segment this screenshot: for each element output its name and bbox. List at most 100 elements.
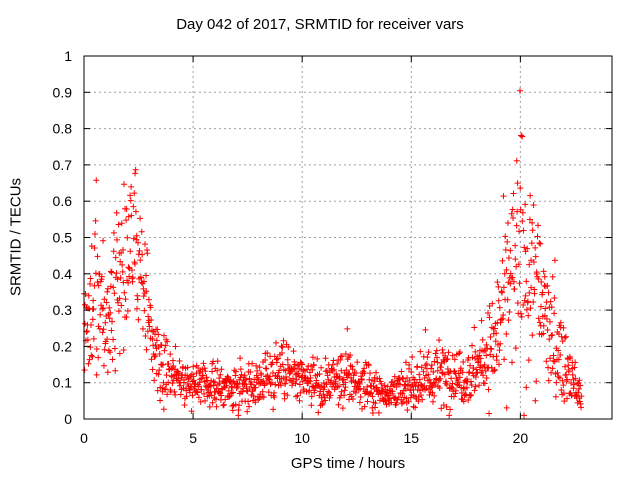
data-point — [172, 371, 179, 378]
data-point — [113, 270, 120, 277]
data-point — [451, 356, 458, 363]
data-point — [422, 326, 429, 333]
data-point — [472, 348, 479, 355]
data-point — [381, 382, 388, 389]
x-tick-label: 10 — [294, 430, 310, 446]
data-point — [266, 373, 273, 380]
data-point — [249, 360, 256, 367]
data-point — [244, 408, 251, 415]
data-point — [292, 380, 299, 387]
data-point — [201, 397, 208, 404]
data-point — [323, 381, 330, 388]
data-point — [391, 373, 398, 380]
data-point — [512, 256, 519, 263]
data-point — [313, 377, 320, 384]
chart-title: Day 042 of 2017, SRMTID for receiver var… — [176, 16, 464, 33]
y-tick-label: 0.1 — [53, 375, 73, 391]
data-point — [507, 280, 514, 287]
data-point — [521, 297, 528, 304]
data-point — [252, 384, 259, 391]
data-point — [217, 389, 224, 396]
data-point — [569, 371, 576, 378]
data-point — [139, 251, 146, 258]
data-point — [348, 393, 355, 400]
data-point — [107, 309, 114, 316]
data-point — [406, 361, 413, 368]
data-point — [365, 362, 372, 369]
data-point — [530, 298, 537, 305]
data-point — [369, 393, 376, 400]
data-point — [491, 366, 498, 373]
data-point — [326, 389, 333, 396]
data-point — [216, 375, 223, 382]
data-point — [434, 367, 441, 374]
data-point — [356, 380, 363, 387]
data-point — [342, 351, 349, 358]
data-point — [280, 337, 287, 344]
y-tick-label: 0.9 — [53, 84, 73, 100]
data-point — [154, 387, 161, 394]
data-point — [156, 351, 163, 358]
data-point — [88, 321, 95, 328]
data-point — [551, 257, 558, 264]
data-point — [534, 233, 541, 240]
data-point — [558, 387, 565, 394]
data-point — [398, 368, 405, 375]
data-point — [543, 316, 550, 323]
data-point — [501, 270, 508, 277]
data-point — [307, 374, 314, 381]
data-point — [87, 275, 94, 282]
data-point — [527, 305, 534, 312]
data-point — [412, 404, 419, 411]
data-point — [258, 371, 265, 378]
data-point — [486, 410, 493, 417]
data-point — [382, 398, 389, 405]
data-point — [504, 296, 511, 303]
data-point — [232, 401, 239, 408]
data-point — [485, 386, 492, 393]
data-point — [145, 313, 152, 320]
data-point — [487, 334, 494, 341]
data-point — [151, 353, 158, 360]
y-axis-label: SRMTID / TECUs — [7, 177, 25, 297]
data-point — [452, 387, 459, 394]
data-point — [295, 373, 302, 380]
data-point — [148, 327, 155, 334]
data-point — [149, 336, 156, 343]
data-point — [383, 401, 390, 408]
data-point — [102, 319, 109, 326]
data-point — [500, 193, 507, 200]
data-point — [89, 353, 96, 360]
data-point — [504, 220, 511, 227]
data-point — [497, 340, 504, 347]
data-point — [523, 384, 530, 391]
data-point — [186, 389, 193, 396]
data-point — [281, 390, 288, 397]
data-point — [540, 330, 547, 337]
data-point — [438, 405, 445, 412]
data-point — [446, 412, 453, 419]
data-point — [528, 240, 535, 247]
data-point — [563, 371, 570, 378]
data-point — [503, 330, 510, 337]
data-point — [457, 349, 464, 356]
data-point — [149, 366, 156, 373]
data-point — [256, 395, 263, 402]
data-point — [463, 384, 470, 391]
data-point — [229, 407, 236, 414]
data-point — [544, 282, 551, 289]
data-point — [484, 309, 491, 316]
data-point — [322, 397, 329, 404]
data-point — [393, 383, 400, 390]
data-point — [158, 342, 165, 349]
data-point — [284, 392, 291, 399]
data-point — [451, 368, 458, 375]
data-point — [281, 395, 288, 402]
data-point — [93, 177, 100, 184]
data-point — [560, 324, 567, 331]
data-point — [455, 378, 462, 385]
data-point — [143, 272, 150, 279]
data-point — [432, 382, 439, 389]
data-point — [424, 354, 431, 361]
